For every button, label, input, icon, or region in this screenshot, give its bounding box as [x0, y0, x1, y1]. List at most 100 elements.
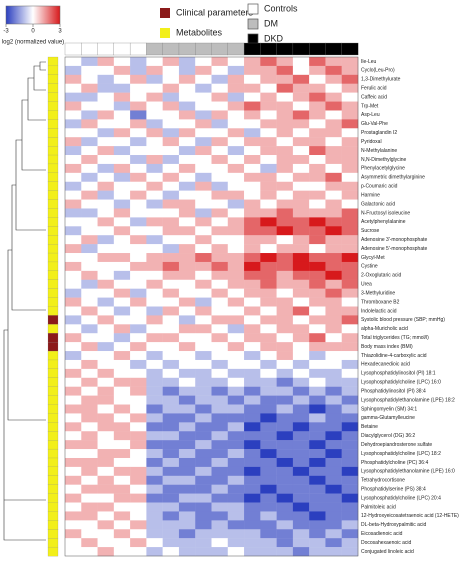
heatmap-cell	[162, 163, 180, 174]
heatmap-cell	[81, 315, 98, 325]
heatmap-cell	[211, 386, 228, 396]
heatmap-cell	[146, 65, 163, 76]
heatmap-cell	[65, 440, 82, 450]
heatmap-cell	[81, 520, 98, 530]
heatmap-cell	[325, 261, 342, 272]
heatmap-cell	[244, 351, 261, 361]
heatmap-cell	[65, 377, 82, 387]
heatmap-cell	[81, 101, 98, 111]
heatmap-cell	[97, 119, 115, 129]
heatmap-cell	[146, 128, 163, 138]
heatmap-cell	[309, 163, 326, 174]
heatmap-cell	[309, 155, 326, 165]
heatmap-cell	[211, 181, 228, 191]
heatmap-cell	[260, 368, 277, 378]
heatmap-cell	[292, 226, 310, 236]
heatmap-cell	[81, 235, 98, 245]
heatmap-cell	[178, 386, 196, 396]
heatmap-cell	[260, 279, 277, 289]
row-label: Phenylacetylglycine	[361, 166, 405, 172]
heatmap-cell	[211, 208, 228, 218]
heatmap-cell	[97, 511, 115, 521]
heatmap-cell	[97, 547, 115, 557]
heatmap-cell	[195, 520, 212, 530]
row-label: Lysophosphatidylcholine (LPC) 18:2	[361, 451, 441, 457]
heatmap-cell	[130, 493, 147, 503]
heatmap-cell	[97, 475, 115, 485]
heatmap-cell	[113, 128, 131, 138]
heatmap-cell	[227, 146, 245, 156]
heatmap-cell	[178, 520, 196, 530]
row-label: Adenosine 5'-monophosphate	[361, 246, 428, 252]
heatmap-cell	[65, 137, 82, 147]
heatmap-cell	[341, 404, 359, 414]
heatmap-cell	[195, 190, 212, 200]
heatmap-cell	[244, 83, 261, 93]
row-label: Lysophosphatidylcholine (LPC) 16:0	[361, 380, 441, 386]
heatmap-cell	[309, 57, 326, 67]
heatmap-cell	[81, 146, 98, 156]
heatmap-cell	[325, 359, 342, 370]
heatmap-cell	[146, 377, 163, 387]
heatmap-cell	[244, 431, 261, 441]
heatmap-cell	[341, 163, 359, 174]
heatmap-cell	[65, 270, 82, 280]
heatmap-cell	[227, 65, 245, 76]
heatmap-cell	[97, 288, 115, 298]
heatmap-cell	[178, 324, 196, 334]
row-label: Eicosadienoic acid	[361, 531, 403, 537]
heatmap-cell	[81, 422, 98, 432]
heatmap-cell	[325, 217, 342, 227]
heatmap-cell	[341, 128, 359, 138]
heatmap-cell	[130, 324, 147, 334]
heatmap-cell	[97, 440, 115, 450]
column-group-cell	[243, 42, 261, 56]
heatmap-cell	[195, 92, 212, 102]
heatmap-cell	[341, 279, 359, 289]
heatmap-cell	[65, 520, 82, 530]
heatmap-cell	[195, 547, 212, 557]
heatmap-cell	[276, 324, 294, 334]
heatmap-cell	[81, 440, 98, 450]
heatmap-cell	[130, 57, 147, 67]
heatmap-cell	[146, 404, 163, 414]
heatmap-cell	[292, 315, 310, 325]
heatmap-cell	[97, 235, 115, 245]
heatmap-cell	[97, 493, 115, 503]
heatmap-cell	[113, 475, 131, 485]
heatmap-cell	[81, 137, 98, 147]
heatmap-cell	[97, 83, 115, 93]
row-label: Trp-Met	[361, 103, 379, 109]
heatmap-cell	[146, 172, 163, 182]
row-label: Acetylphenylalanine	[361, 219, 406, 225]
heatmap-cell	[195, 226, 212, 236]
heatmap-cell	[292, 333, 310, 343]
heatmap-cell	[292, 324, 310, 334]
heatmap-cell	[65, 199, 82, 209]
heatmap-cell	[81, 83, 98, 93]
heatmap-cell	[227, 297, 245, 307]
row-type-cell	[47, 154, 59, 165]
heatmap-cell	[244, 57, 261, 67]
heatmap-cell	[276, 395, 294, 405]
heatmap-cell	[325, 74, 342, 84]
heatmap-cell	[244, 386, 261, 396]
heatmap-cell	[81, 493, 98, 503]
row-type-cell	[47, 324, 59, 334]
row-type-cell	[47, 252, 59, 263]
heatmap-cell	[130, 190, 147, 200]
heatmap-cell	[244, 279, 261, 289]
heatmap-cell	[65, 244, 82, 254]
heatmap-cell	[97, 244, 115, 254]
heatmap-cell	[276, 529, 294, 539]
row-label: Asp-Leu	[361, 112, 380, 118]
heatmap-cell	[178, 92, 196, 102]
heatmap-cell	[276, 493, 294, 503]
heatmap-cell	[260, 511, 277, 521]
heatmap-cell	[260, 119, 277, 129]
heatmap-cell	[97, 261, 115, 272]
heatmap-cell	[211, 475, 228, 485]
heatmap-cell	[341, 172, 359, 182]
heatmap-cell	[260, 163, 277, 174]
heatmap-cell	[227, 137, 245, 147]
